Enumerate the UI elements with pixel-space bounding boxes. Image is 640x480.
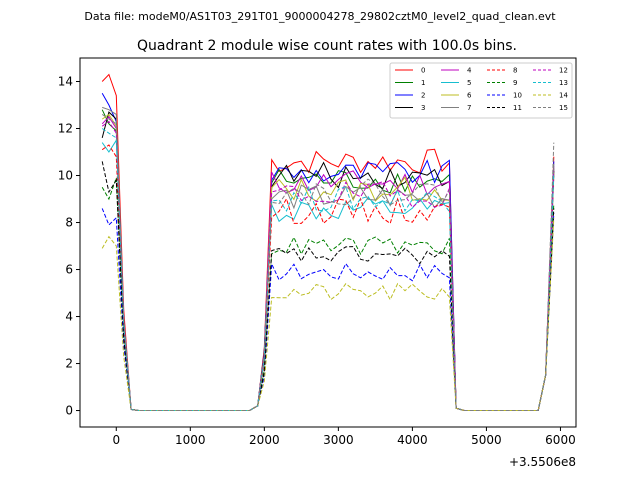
x-tick-label: 2000 (249, 433, 280, 447)
legend-label-9: 9 (513, 79, 517, 87)
suptitle: Data file: modeM0/AS1T03_291T01_90000042… (84, 10, 556, 23)
legend-label-7: 7 (467, 104, 471, 112)
x-tick-label: 1000 (175, 433, 206, 447)
legend-label-13: 13 (559, 79, 568, 87)
legend-label-1: 1 (421, 79, 425, 87)
legend-label-6: 6 (467, 92, 472, 100)
x-offset-label: +3.5506e8 (509, 455, 576, 469)
legend-label-12: 12 (559, 67, 568, 75)
x-tick-label: 3000 (323, 433, 354, 447)
y-tick-label: 14 (58, 75, 73, 89)
x-tick-label: 5000 (471, 433, 502, 447)
y-tick-label: 12 (58, 122, 73, 136)
legend-label-2: 2 (421, 92, 425, 100)
y-tick-label: 6 (65, 263, 73, 277)
legend-label-5: 5 (467, 79, 471, 87)
y-tick-label: 10 (58, 169, 73, 183)
legend-label-10: 10 (513, 92, 522, 100)
plot-area (101, 73, 555, 411)
chart-title: Quadrant 2 module wise count rates with … (137, 38, 517, 54)
x-tick-label: 0 (112, 433, 120, 447)
x-tick-label: 4000 (397, 433, 428, 447)
legend-label-4: 4 (467, 67, 472, 75)
legend-label-0: 0 (421, 67, 425, 75)
legend-label-3: 3 (421, 104, 425, 112)
legend-label-14: 14 (559, 92, 568, 100)
axes-frame (79, 57, 577, 428)
y-tick-label: 8 (65, 216, 73, 230)
y-tick-label: 2 (65, 357, 73, 371)
legend-label-11: 11 (513, 104, 522, 112)
legend-box (389, 62, 573, 119)
x-tick-label: 6000 (545, 433, 576, 447)
y-tick-label: 0 (65, 404, 73, 418)
legend-label-8: 8 (513, 67, 517, 75)
series-line-15 (101, 113, 555, 411)
y-tick-label: 4 (65, 310, 73, 324)
legend-label-15: 15 (559, 104, 568, 112)
